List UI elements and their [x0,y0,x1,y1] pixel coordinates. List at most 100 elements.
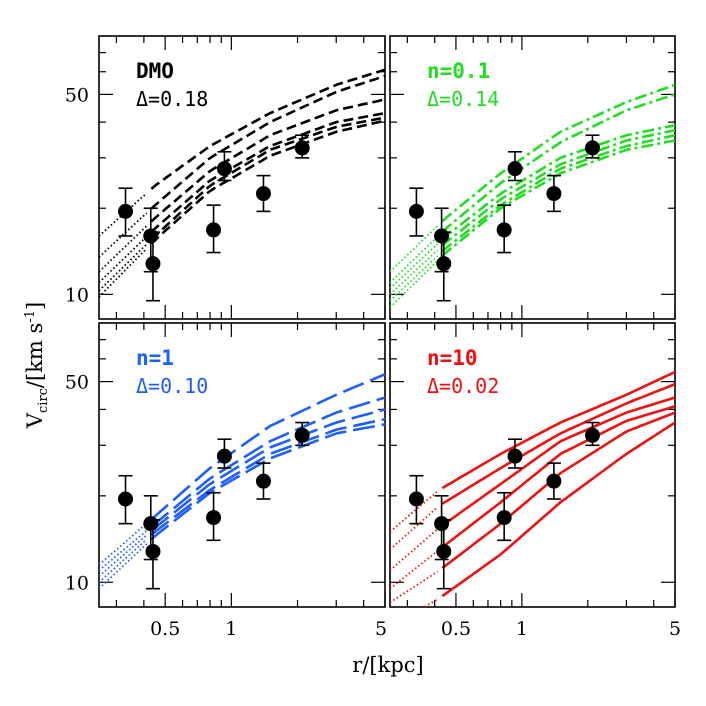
model-curve-inner-dotted [99,235,148,284]
x-axis-title: r/[kpc] [352,653,423,677]
y-tick-label: 50 [65,372,89,394]
data-point [143,228,159,244]
model-curve-inner-dotted [390,225,439,273]
y-tick-label: 50 [65,84,89,106]
model-curves [99,373,385,590]
model-curve-5 [441,411,675,570]
model-curve-1 [150,68,385,190]
data-point [206,222,222,238]
model-curve-3 [441,396,675,527]
panel-title: n=1 [136,346,174,370]
model-curve-inner-dotted [390,255,439,302]
data-point [255,186,271,202]
panel-frame [389,35,676,320]
panel-3: 10 50 0.5 1 5 n=1 Δ=0.10 [65,322,387,640]
y-axis-title-sub: circ [36,388,51,413]
model-curve-5 [150,423,385,541]
data-point [584,427,600,443]
data-point [546,186,562,202]
model-curve-inner-dotted [99,522,148,566]
data-point [143,516,159,532]
svg-text:Vcirc/[km s-1]: Vcirc/[km s-1] [23,302,51,429]
observed-points [118,134,310,302]
model-curve-inner-dotted [390,243,439,289]
data-point [216,448,232,464]
data-point [436,543,452,559]
data-point [118,203,134,219]
y-axis-title-unit: /[km s [23,323,47,388]
data-point [408,203,424,219]
panel-title: n=10 [427,346,478,370]
observed-points [408,134,600,302]
panel-delta: Δ=0.14 [427,87,499,111]
model-curve-inner-dotted [422,598,438,607]
y-axis-title-end: ] [23,302,47,310]
panels-group: 10 50 DMO Δ=0.18 n=0.1 Δ=0.14 10 50 0.5 1 5 n=1 Δ=0.… [65,35,681,640]
data-point [436,256,452,272]
model-curve-inner-dotted [390,570,438,604]
data-point [584,140,600,156]
panel-delta: Δ=0.02 [427,374,499,398]
model-curve-2 [441,93,675,233]
model-curve-inner-dotted [390,506,439,551]
data-point [546,473,562,489]
data-point [294,140,310,156]
panel-2: n=0.1 Δ=0.14 [389,35,676,320]
model-curve-inner-dotted [99,530,148,572]
axis-ticks [390,36,676,319]
model-curve-4 [150,111,385,233]
model-curve-1 [150,373,385,521]
data-point [434,228,450,244]
model-curves [390,83,675,309]
model-curve-4 [150,417,385,536]
data-point [408,491,424,507]
model-curve-3 [150,98,385,223]
data-point [216,161,232,177]
data-point [507,161,523,177]
model-curve-6 [441,421,675,598]
model-curve-inner-dotted [390,260,439,309]
data-point [507,448,523,464]
model-curve-6 [441,139,675,258]
panel-delta: Δ=0.18 [136,87,208,111]
observed-points [118,421,310,590]
model-curve-inner-dotted [390,235,439,284]
model-curve-inner-dotted [99,243,148,292]
panel-4: 0.5 1 5 n=10 Δ=0.02 [389,322,681,640]
y-tick-label: 10 [65,572,89,594]
data-point [496,222,512,238]
panel-title: n=0.1 [427,59,490,83]
data-point [294,427,310,443]
model-curve-inner-dotted [99,247,148,298]
model-curve-inner-dotted [99,225,148,273]
model-curve-inner-dotted [99,543,148,590]
model-curve-4 [441,128,675,247]
model-curve-inner-dotted [390,550,439,590]
x-tick-label: 1 [516,618,528,640]
data-point [255,473,271,489]
y-tick-label: 10 [65,284,89,306]
model-curve-4 [441,405,675,549]
model-curve-inner-dotted [390,249,439,295]
model-curve-2 [441,382,675,505]
model-curve-5 [441,133,675,253]
x-tick-label: 0.5 [441,618,471,640]
x-tick-label: 5 [375,618,387,640]
panel-frame [98,35,386,320]
y-axis-title-exp: -1 [23,310,38,323]
model-curve-inner-dotted [99,212,148,258]
model-curve-2 [150,396,385,528]
model-curve-inner-dotted [99,534,148,577]
model-curve-inner-dotted [99,538,148,583]
y-axis-title-v: V [23,412,47,429]
panel-delta: Δ=0.10 [136,374,208,398]
x-tick-label: 5 [669,618,681,640]
y-axis-title: Vcirc/[km s-1] [23,302,51,429]
model-curve-6 [150,119,385,245]
model-curve-3 [441,124,675,241]
data-point [145,543,161,559]
axis-ticks [99,36,386,319]
axis-ticks [390,323,676,607]
panel-frame [98,322,386,608]
observed-points [408,421,600,590]
